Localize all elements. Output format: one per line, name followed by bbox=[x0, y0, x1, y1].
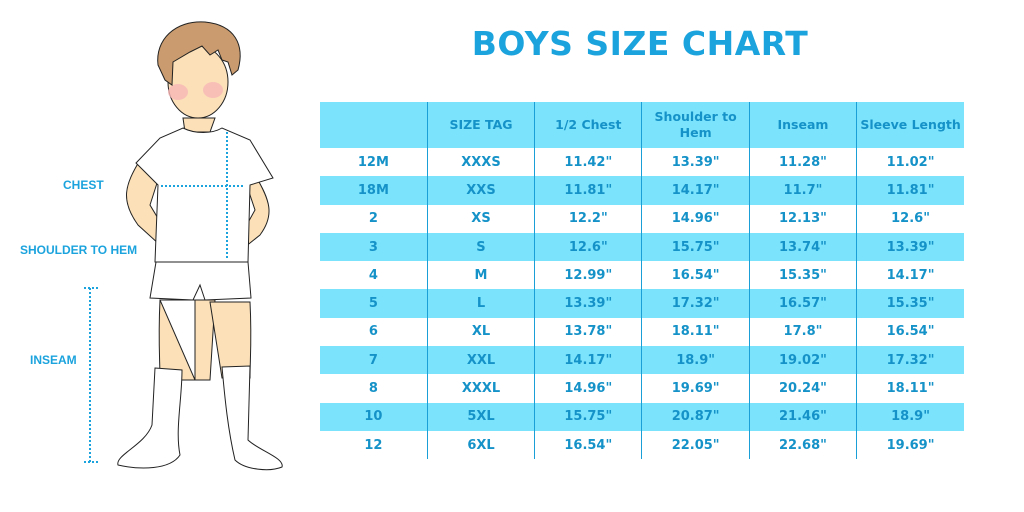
table-cell: 14.17" bbox=[856, 261, 964, 290]
table-cell: S bbox=[426, 232, 535, 262]
table-cell: 12.99" bbox=[534, 261, 642, 290]
table-cell: 12.6" bbox=[856, 204, 964, 233]
table-cell: 16.54" bbox=[641, 261, 750, 290]
table-cell: XXL bbox=[426, 346, 535, 375]
table-cell: 14.17" bbox=[641, 176, 750, 205]
table-cell: 17.32" bbox=[856, 346, 964, 375]
table-cell: 22.05" bbox=[641, 430, 750, 460]
column-header: 1/2 Chest bbox=[534, 102, 642, 148]
table-cell: 13.78" bbox=[534, 317, 642, 347]
table-cell: 12M bbox=[357, 154, 389, 170]
table-cell: XXXL bbox=[426, 374, 535, 403]
table-cell: 3 bbox=[320, 232, 428, 262]
size-chart-table: SIZE TAG 1/2 Chest Shoulder to Hem Insea… bbox=[320, 102, 964, 460]
table-cell: 22.68" bbox=[748, 430, 857, 460]
table-cell: 19.69" bbox=[641, 374, 750, 403]
table-cell: 11.02" bbox=[856, 148, 964, 177]
table-row: 2 XS 12.2" 14.96" 12.13" 12.6" bbox=[320, 204, 964, 233]
table-row: 7 XXL 14.17" 18.9" 19.02" 17.32" bbox=[320, 346, 964, 375]
table-cell: 2 bbox=[368, 211, 378, 227]
table-cell: 16.54" bbox=[856, 317, 964, 347]
table-cell: 12.13" bbox=[748, 204, 857, 233]
table-cell: 13.39" bbox=[534, 289, 642, 318]
table-cell: 13.39" bbox=[641, 148, 750, 177]
column-header: Shoulder to Hem bbox=[641, 102, 750, 148]
table-cell: 15.35" bbox=[856, 289, 964, 318]
table-cell: 7 bbox=[320, 346, 428, 375]
table-cell: 14.17" bbox=[534, 346, 642, 375]
table-cell: 13.74" bbox=[748, 232, 857, 262]
table-row: 8 XXXL 14.96" 19.69" 20.24" 18.11" bbox=[320, 374, 964, 403]
table-cell: 11.81" bbox=[534, 176, 642, 205]
table-cell: 18M bbox=[320, 176, 428, 205]
table-cell: 11.81" bbox=[856, 176, 964, 205]
table-cell: 16.57" bbox=[748, 289, 857, 318]
table-cell: XS bbox=[426, 204, 535, 233]
table-cell: 12 bbox=[364, 437, 383, 453]
table-cell: 20.24" bbox=[748, 374, 857, 403]
table-cell: 18.9" bbox=[856, 402, 964, 431]
table-cell: 19.02" bbox=[748, 346, 857, 375]
table-cell: 15.75" bbox=[641, 232, 750, 262]
page-title: BOYS SIZE CHART bbox=[471, 24, 809, 63]
table-cell: 12.2" bbox=[534, 204, 642, 233]
chest-label: CHEST bbox=[63, 178, 104, 192]
table-row: 5 L 13.39" 17.32" 16.57" 15.35" bbox=[320, 289, 964, 318]
table-cell: 21.46" bbox=[748, 402, 857, 431]
table-cell: 10 bbox=[320, 402, 428, 431]
table-row: 4 M 12.99" 16.54" 15.35" 14.17" bbox=[320, 261, 964, 290]
table-cell: 17.32" bbox=[641, 289, 750, 318]
table-cell: 16.54" bbox=[534, 430, 642, 460]
column-header: Sleeve Length bbox=[856, 102, 964, 148]
table-cell: 6XL bbox=[426, 430, 535, 460]
table-cell: 8 bbox=[368, 381, 378, 397]
table-cell: XL bbox=[426, 317, 535, 347]
table-cell: 18.11" bbox=[641, 317, 750, 347]
table-cell: 17.8" bbox=[748, 317, 857, 347]
table-cell: 18.11" bbox=[856, 374, 964, 403]
column-header: SIZE TAG bbox=[426, 102, 535, 148]
table-cell: 15.75" bbox=[534, 402, 642, 431]
shoulder-to-hem-label: SHOULDER TO HEM bbox=[20, 243, 138, 257]
table-row: 6 XL 13.78" 18.11" 17.8" 16.54" bbox=[320, 317, 964, 347]
table-cell: 18.9" bbox=[641, 346, 750, 375]
table-cell: 11.7" bbox=[748, 176, 857, 205]
table-cell: 15.35" bbox=[748, 261, 857, 290]
table-cell: 5 bbox=[320, 289, 428, 318]
table-cell: 13.39" bbox=[856, 232, 964, 262]
table-cell: 20.87" bbox=[641, 402, 750, 431]
table-row: 3 S 12.6" 15.75" 13.74" 13.39" bbox=[320, 232, 964, 262]
table-cell: XXXS bbox=[426, 148, 535, 177]
table-cell: 19.69" bbox=[856, 430, 964, 460]
table-row: 12M XXXS 11.42" 13.39" 11.28" 11.02" bbox=[320, 148, 964, 177]
table-cell: 5XL bbox=[426, 402, 535, 431]
table-cell: 12.6" bbox=[534, 232, 642, 262]
table-row: 12 6XL 16.54" 22.05" 22.68" 19.69" bbox=[320, 430, 964, 460]
table-cell: 11.42" bbox=[534, 148, 642, 177]
table-cell: 14.96" bbox=[641, 204, 750, 233]
table-cell: 14.96" bbox=[534, 374, 642, 403]
table-row: 18M XXS 11.81" 14.17" 11.7" 11.81" bbox=[320, 176, 964, 205]
table-cell: 11.28" bbox=[748, 148, 857, 177]
table-cell: 4 bbox=[368, 267, 378, 283]
inseam-label: INSEAM bbox=[30, 353, 77, 367]
table-header-row: SIZE TAG 1/2 Chest Shoulder to Hem Insea… bbox=[320, 102, 964, 148]
table-cell: XXS bbox=[426, 176, 535, 205]
boy-illustration bbox=[84, 21, 283, 471]
column-header: Inseam bbox=[748, 102, 857, 148]
column-header bbox=[320, 102, 428, 148]
table-cell: L bbox=[426, 289, 535, 318]
table-cell: 6 bbox=[368, 324, 378, 340]
table-cell: M bbox=[426, 261, 535, 290]
table-row: 10 5XL 15.75" 20.87" 21.46" 18.9" bbox=[320, 402, 964, 431]
